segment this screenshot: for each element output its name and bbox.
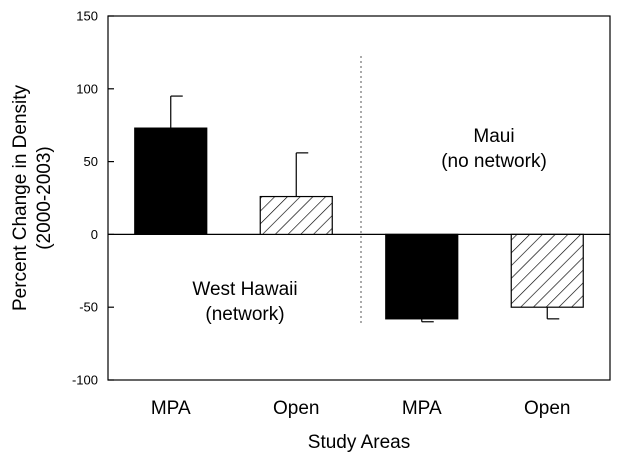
bar-0 xyxy=(134,127,208,236)
y-tick-label-2: 0 xyxy=(91,227,98,242)
y-tick-label-4: 100 xyxy=(76,81,98,96)
bar-1 xyxy=(259,195,333,236)
annotation-maui-sub: (no network) xyxy=(441,151,547,172)
x-axis-title: Study Areas xyxy=(308,432,410,453)
plot-frame xyxy=(107,15,611,381)
bar-3 xyxy=(510,233,584,308)
y-tick-label-3: 50 xyxy=(84,154,98,169)
y-axis-title-line1: Percent Change in Density xyxy=(10,84,31,311)
bar-2 xyxy=(385,233,459,320)
annotation-west-hawaii-sub: (network) xyxy=(205,304,284,325)
y-axis-title-line2: (2000-2003) xyxy=(34,146,55,250)
y-axis-ticks: -100 -50 0 50 100 150 xyxy=(72,9,114,388)
y-tick-label-1: -50 xyxy=(79,300,98,315)
y-tick-label-0: -100 xyxy=(72,373,98,388)
x-tick-label-2: MPA xyxy=(402,398,442,419)
annotation-west-hawaii: West Hawaii xyxy=(192,279,297,300)
x-tick-label-3: Open xyxy=(524,398,570,419)
x-tick-label-1: Open xyxy=(273,398,319,419)
category-labels: MPA Open MPA Open xyxy=(151,398,571,419)
y-axis-title: Percent Change in Density (2000-2003) xyxy=(10,84,55,311)
x-tick-label-0: MPA xyxy=(151,398,191,419)
bars xyxy=(134,95,584,323)
y-tick-label-5: 150 xyxy=(76,9,98,24)
annotation-maui: Maui xyxy=(473,126,514,147)
